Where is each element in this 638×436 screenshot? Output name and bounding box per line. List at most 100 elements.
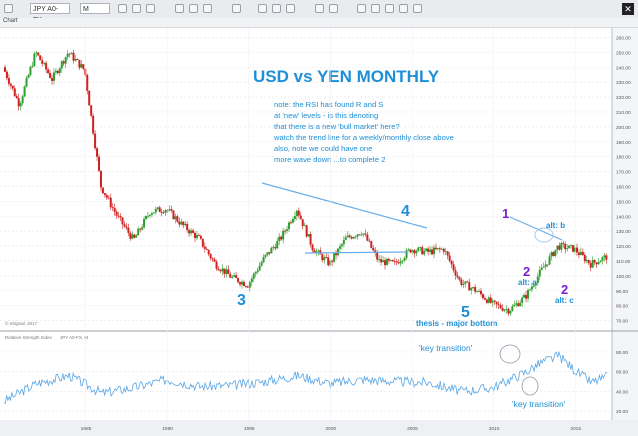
candle-body xyxy=(348,235,351,238)
candle-body xyxy=(350,237,353,239)
candle-body xyxy=(113,207,116,212)
candle-body xyxy=(331,260,334,262)
chart-menu-icon[interactable] xyxy=(4,4,13,13)
tool-icon[interactable] xyxy=(286,4,295,13)
candle-body xyxy=(303,225,306,227)
candle-body xyxy=(340,244,343,247)
candle-body xyxy=(19,103,22,107)
candle-body xyxy=(470,288,473,291)
close-icon[interactable]: ✕ xyxy=(622,3,634,15)
candle-body xyxy=(603,255,606,258)
candle-body xyxy=(284,230,287,232)
tool-icon[interactable] xyxy=(118,4,127,13)
candle-body xyxy=(21,96,24,104)
tool-icon[interactable] xyxy=(357,4,366,13)
candle-body xyxy=(387,258,390,261)
tool-icon[interactable] xyxy=(272,4,281,13)
candle-body xyxy=(242,281,245,287)
tool-icon[interactable] xyxy=(315,4,324,13)
candle-body xyxy=(601,257,604,261)
candle-body xyxy=(15,96,18,99)
tool-icon[interactable] xyxy=(203,4,212,13)
candle-body xyxy=(427,248,430,252)
tool-icon[interactable] xyxy=(329,4,338,13)
candle-body xyxy=(9,83,12,86)
candle-body xyxy=(558,245,561,250)
candle-body xyxy=(154,208,157,213)
wave-4-trendline xyxy=(261,182,428,229)
candle-body xyxy=(176,216,179,222)
candle-body xyxy=(391,260,394,262)
candle-body xyxy=(393,261,396,263)
candle-body xyxy=(562,243,565,244)
candle-body xyxy=(288,222,291,230)
note-line: that there is a new 'bull market' here? xyxy=(274,122,400,131)
candle-body xyxy=(358,234,361,236)
rsi-panel-subtitle: JPY A0-FX, M xyxy=(60,335,88,340)
x-tick-label: 2000 xyxy=(325,426,336,432)
y-tick-label: 180.00 xyxy=(616,155,631,161)
candle-body xyxy=(86,74,89,91)
candle-body xyxy=(184,223,187,226)
candle-body xyxy=(309,234,312,245)
candle-body xyxy=(90,105,93,116)
candle-body xyxy=(380,259,383,263)
candle-body xyxy=(548,256,551,265)
candle-body xyxy=(305,225,308,237)
price-panel xyxy=(0,28,612,330)
candle-body xyxy=(192,230,195,233)
candle-body xyxy=(497,304,500,306)
candle-body xyxy=(362,233,365,235)
candle-body xyxy=(554,249,557,256)
candle-body xyxy=(311,244,314,251)
candle-body xyxy=(440,248,443,250)
candle-body xyxy=(401,260,404,262)
candle-body xyxy=(174,216,177,220)
candle-body xyxy=(307,234,310,237)
candle-body xyxy=(131,234,134,239)
chart-tab-label[interactable]: Chart xyxy=(3,18,18,24)
candle-body xyxy=(56,70,59,74)
candle-body xyxy=(286,229,289,231)
tool-icon[interactable] xyxy=(258,4,267,13)
candle-body xyxy=(519,302,522,307)
tool-icon[interactable] xyxy=(232,4,241,13)
tool-icon[interactable] xyxy=(132,4,141,13)
candle-body xyxy=(137,228,140,236)
candle-body xyxy=(413,250,416,254)
y-tick-label: 160.00 xyxy=(616,184,631,190)
candle-body xyxy=(246,286,249,288)
candle-body xyxy=(335,253,338,256)
tool-icon[interactable] xyxy=(371,4,380,13)
tool-icon[interactable] xyxy=(385,4,394,13)
interval-input[interactable]: M xyxy=(80,3,110,14)
price-grid xyxy=(0,37,612,321)
candle-body xyxy=(239,282,242,285)
candle-body xyxy=(244,286,247,287)
candle-body xyxy=(434,247,437,250)
candle-body xyxy=(241,281,244,285)
candle-body xyxy=(446,251,449,256)
candle-body xyxy=(438,248,441,250)
tool-icon[interactable] xyxy=(175,4,184,13)
candle-body xyxy=(468,282,471,291)
tool-icon[interactable] xyxy=(146,4,155,13)
candle-body xyxy=(536,276,539,284)
candle-body xyxy=(135,235,138,238)
tool-icon[interactable] xyxy=(189,4,198,13)
candle-body xyxy=(186,223,189,231)
x-tick-label: 2005 xyxy=(407,426,418,432)
candle-body xyxy=(39,55,42,61)
y-tick-label: 130.00 xyxy=(616,229,631,235)
candle-body xyxy=(225,269,228,274)
tool-icon[interactable] xyxy=(413,4,422,13)
candle-body xyxy=(178,221,181,225)
candle-body xyxy=(593,260,596,263)
y-tick-label: 140.00 xyxy=(616,214,631,220)
candle-body xyxy=(41,60,44,64)
candle-body xyxy=(148,214,151,216)
candle-body xyxy=(80,64,83,68)
tool-icon[interactable] xyxy=(399,4,408,13)
candle-body xyxy=(31,65,34,68)
